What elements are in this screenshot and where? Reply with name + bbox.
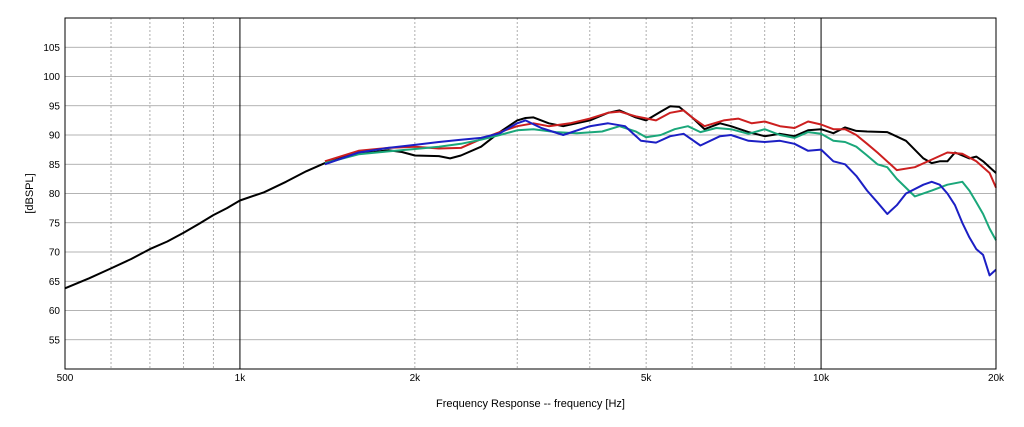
y-axis-label: [dBSPL] <box>24 173 36 213</box>
y-tick-label: 65 <box>49 277 61 288</box>
x-tick-label: 2k <box>410 373 422 384</box>
x-axis-ticks: 500 1k 2k 5k 10k 20k <box>57 373 1005 384</box>
series-group <box>64 105 997 290</box>
x-tick-label: 10k <box>813 373 830 384</box>
y-tick-label: 105 <box>43 43 60 54</box>
x-tick-label: 1k <box>235 373 247 384</box>
y-tick-label: 90 <box>49 131 61 142</box>
x-axis-label: Frequency Response -- frequency [Hz] <box>436 398 625 410</box>
grid-lines <box>65 18 997 369</box>
x-tick-label: 20k <box>988 373 1005 384</box>
y-tick-label: 100 <box>43 72 60 83</box>
x-tick-label: 500 <box>57 373 74 384</box>
series-line-1 <box>64 105 997 290</box>
y-tick-label: 75 <box>49 218 61 229</box>
series-line-4 <box>324 119 997 277</box>
y-axis-ticks: 55 60 65 70 75 80 85 90 95 100 105 <box>43 43 60 347</box>
y-tick-label: 55 <box>49 335 61 346</box>
series-line-3 <box>324 125 997 241</box>
y-tick-label: 70 <box>49 248 61 259</box>
plot-frame <box>64 17 997 370</box>
y-tick-label: 80 <box>49 189 61 200</box>
y-tick-label: 85 <box>49 160 61 171</box>
y-tick-label: 60 <box>49 306 61 317</box>
x-tick-label: 5k <box>641 373 653 384</box>
y-tick-label: 95 <box>49 101 61 112</box>
